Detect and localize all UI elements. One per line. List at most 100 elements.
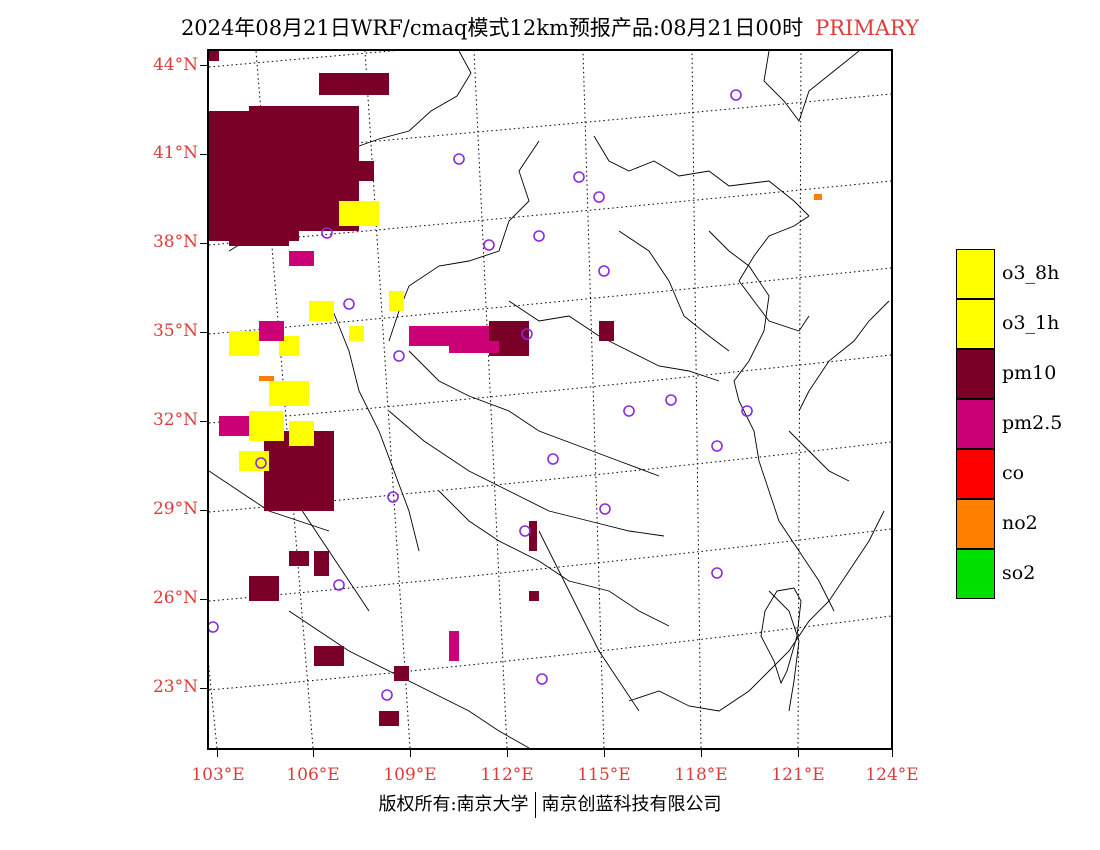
lon-label-124: 124°E bbox=[865, 765, 919, 785]
city-marker-icon bbox=[730, 89, 742, 101]
longitude-line bbox=[473, 51, 508, 748]
latitude-line bbox=[209, 528, 891, 602]
city-marker-icon bbox=[711, 567, 723, 579]
pollution-cell bbox=[229, 231, 289, 246]
pollution-cell bbox=[529, 521, 537, 551]
border-line bbox=[618, 230, 730, 352]
legend-label: o3_8h bbox=[1002, 262, 1060, 284]
lon-label-115: 115°E bbox=[577, 765, 631, 785]
border-line bbox=[738, 215, 810, 332]
legend: o3_8h o3_1h pm10 pm2.5 co no2 so2 bbox=[956, 249, 1076, 599]
city-marker-icon bbox=[453, 153, 465, 165]
city-marker-icon bbox=[573, 171, 585, 183]
city-marker-icon bbox=[381, 689, 393, 701]
border-line bbox=[388, 140, 540, 342]
longitude-line bbox=[797, 51, 802, 748]
city-marker-icon bbox=[255, 457, 267, 469]
city-marker-icon bbox=[519, 525, 531, 537]
taiwan-outline bbox=[760, 587, 802, 685]
pollution-cell bbox=[289, 251, 314, 266]
city-marker-icon bbox=[209, 621, 219, 633]
city-marker-icon bbox=[321, 227, 333, 239]
pollution-cell bbox=[249, 106, 359, 131]
copyright-company: 南京创蓝科技有限公司 bbox=[541, 794, 722, 815]
border-line bbox=[708, 230, 770, 402]
city-marker-icon bbox=[547, 453, 559, 465]
longitude-line bbox=[582, 51, 605, 748]
lon-label-121: 121°E bbox=[771, 765, 825, 785]
latitude-line bbox=[209, 615, 891, 691]
legend-swatch bbox=[956, 249, 995, 299]
lon-tick bbox=[217, 749, 218, 757]
legend-label: o3_1h bbox=[1002, 312, 1060, 334]
city-marker-icon bbox=[599, 503, 611, 515]
border-line bbox=[763, 51, 860, 122]
legend-label: no2 bbox=[1002, 512, 1038, 534]
latitude-line bbox=[209, 354, 891, 424]
lat-label-35: 35°N bbox=[152, 321, 198, 341]
legend-label: pm10 bbox=[1002, 362, 1057, 384]
city-marker-icon bbox=[536, 673, 548, 685]
pollution-cell bbox=[314, 551, 329, 576]
pollution-cell bbox=[339, 201, 379, 226]
lon-tick bbox=[798, 749, 799, 757]
pollutant-map bbox=[209, 51, 891, 748]
legend-item-co: co bbox=[956, 449, 1076, 499]
border-line bbox=[593, 135, 810, 217]
pollution-cell bbox=[239, 451, 269, 471]
pollution-cell bbox=[249, 411, 284, 441]
legend-item-pm25: pm2.5 bbox=[956, 399, 1076, 449]
pollution-cell bbox=[289, 551, 309, 566]
legend-label: co bbox=[1002, 462, 1025, 484]
lat-label-29: 29°N bbox=[152, 499, 198, 519]
border-line bbox=[408, 350, 660, 477]
city-marker-icon bbox=[711, 440, 723, 452]
city-marker-icon bbox=[483, 239, 495, 251]
title-text: 2024年08月21日WRF/cmaq模式12km预报产品:08月21日00时 bbox=[180, 16, 804, 40]
legend-label: so2 bbox=[1002, 562, 1036, 584]
legend-item-pm10: pm10 bbox=[956, 349, 1076, 399]
pollution-cell bbox=[319, 73, 389, 95]
border-line bbox=[538, 530, 640, 712]
pollution-cell bbox=[229, 331, 259, 356]
legend-swatch bbox=[956, 299, 995, 349]
lat-tick bbox=[200, 243, 208, 244]
pollution-cell bbox=[449, 631, 459, 661]
lon-tick bbox=[604, 749, 605, 757]
lat-label-23: 23°N bbox=[152, 677, 198, 697]
border-line bbox=[628, 510, 885, 712]
pollution-cell bbox=[529, 591, 539, 601]
legend-item-so2: so2 bbox=[956, 549, 1076, 599]
copyright-footer: 版权所有:南京大学 南京创蓝科技有限公司 bbox=[0, 790, 1100, 818]
pollution-cell bbox=[389, 291, 404, 311]
lat-label-38: 38°N bbox=[152, 232, 198, 252]
city-marker-icon bbox=[533, 230, 545, 242]
lon-tick bbox=[892, 749, 893, 757]
legend-item-o3-8h: o3_8h bbox=[956, 249, 1076, 299]
pollution-cell bbox=[314, 646, 344, 666]
lon-label-118: 118°E bbox=[674, 765, 728, 785]
pollution-cell bbox=[259, 376, 274, 381]
lon-tick bbox=[410, 749, 411, 757]
pollution-cell bbox=[599, 321, 614, 341]
pollution-cell bbox=[269, 381, 309, 406]
city-marker-icon bbox=[393, 350, 405, 362]
pollution-cell bbox=[249, 576, 279, 601]
city-marker-icon bbox=[623, 405, 635, 417]
border-line bbox=[768, 590, 800, 712]
legend-swatch bbox=[956, 449, 995, 499]
legend-item-o3-1h: o3_1h bbox=[956, 299, 1076, 349]
border-line bbox=[438, 490, 670, 627]
city-marker-icon bbox=[593, 191, 605, 203]
pollution-cell bbox=[259, 321, 284, 341]
lat-tick bbox=[200, 688, 208, 689]
lon-tick bbox=[507, 749, 508, 757]
city-marker-icon bbox=[521, 328, 533, 340]
copyright-separator bbox=[534, 792, 536, 818]
border-line bbox=[388, 410, 665, 537]
city-marker-icon bbox=[343, 298, 355, 310]
legend-label: pm2.5 bbox=[1002, 412, 1063, 434]
lon-label-109: 109°E bbox=[383, 765, 437, 785]
lon-label-106: 106°E bbox=[286, 765, 340, 785]
legend-swatch bbox=[956, 399, 995, 449]
